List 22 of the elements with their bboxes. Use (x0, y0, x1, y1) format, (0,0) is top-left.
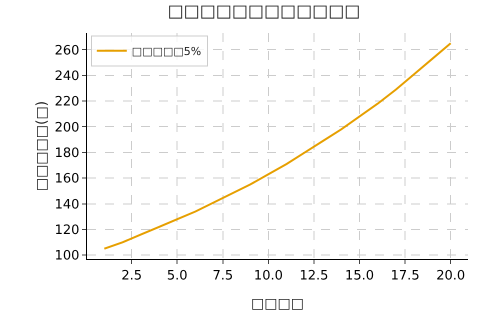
x-tick-label: 12.5 (299, 268, 328, 284)
x-tick-label: 20.0 (436, 268, 466, 284)
chart-title: □□□□□□□□□□□□ (168, 2, 360, 22)
y-tick-label: 180 (54, 146, 80, 161)
x-tick-label: 10.0 (254, 268, 283, 284)
y-tick-label: 100 (54, 248, 80, 264)
y-tick-label: 240 (54, 68, 80, 84)
y-tick-label: 140 (54, 197, 80, 212)
x-axis-title: □□□□ (251, 296, 304, 312)
legend-label: □□□□□5% (132, 45, 202, 58)
x-tick-label: 17.5 (390, 268, 420, 284)
y-tick-label: 200 (54, 120, 80, 136)
x-tick-label: 15.0 (345, 268, 374, 284)
x-tick-label: 5.0 (166, 268, 188, 284)
y-tick-label: 220 (54, 94, 80, 110)
y-axis-title: □□□□□(□) (34, 100, 50, 192)
line-series (103, 42, 452, 250)
y-tick-label: 120 (54, 223, 80, 238)
x-tick-label: 7.5 (212, 268, 234, 284)
y-tick-label: 160 (54, 172, 80, 187)
x-tick-label: 2.5 (121, 268, 142, 284)
y-tick-label: 260 (54, 43, 80, 58)
